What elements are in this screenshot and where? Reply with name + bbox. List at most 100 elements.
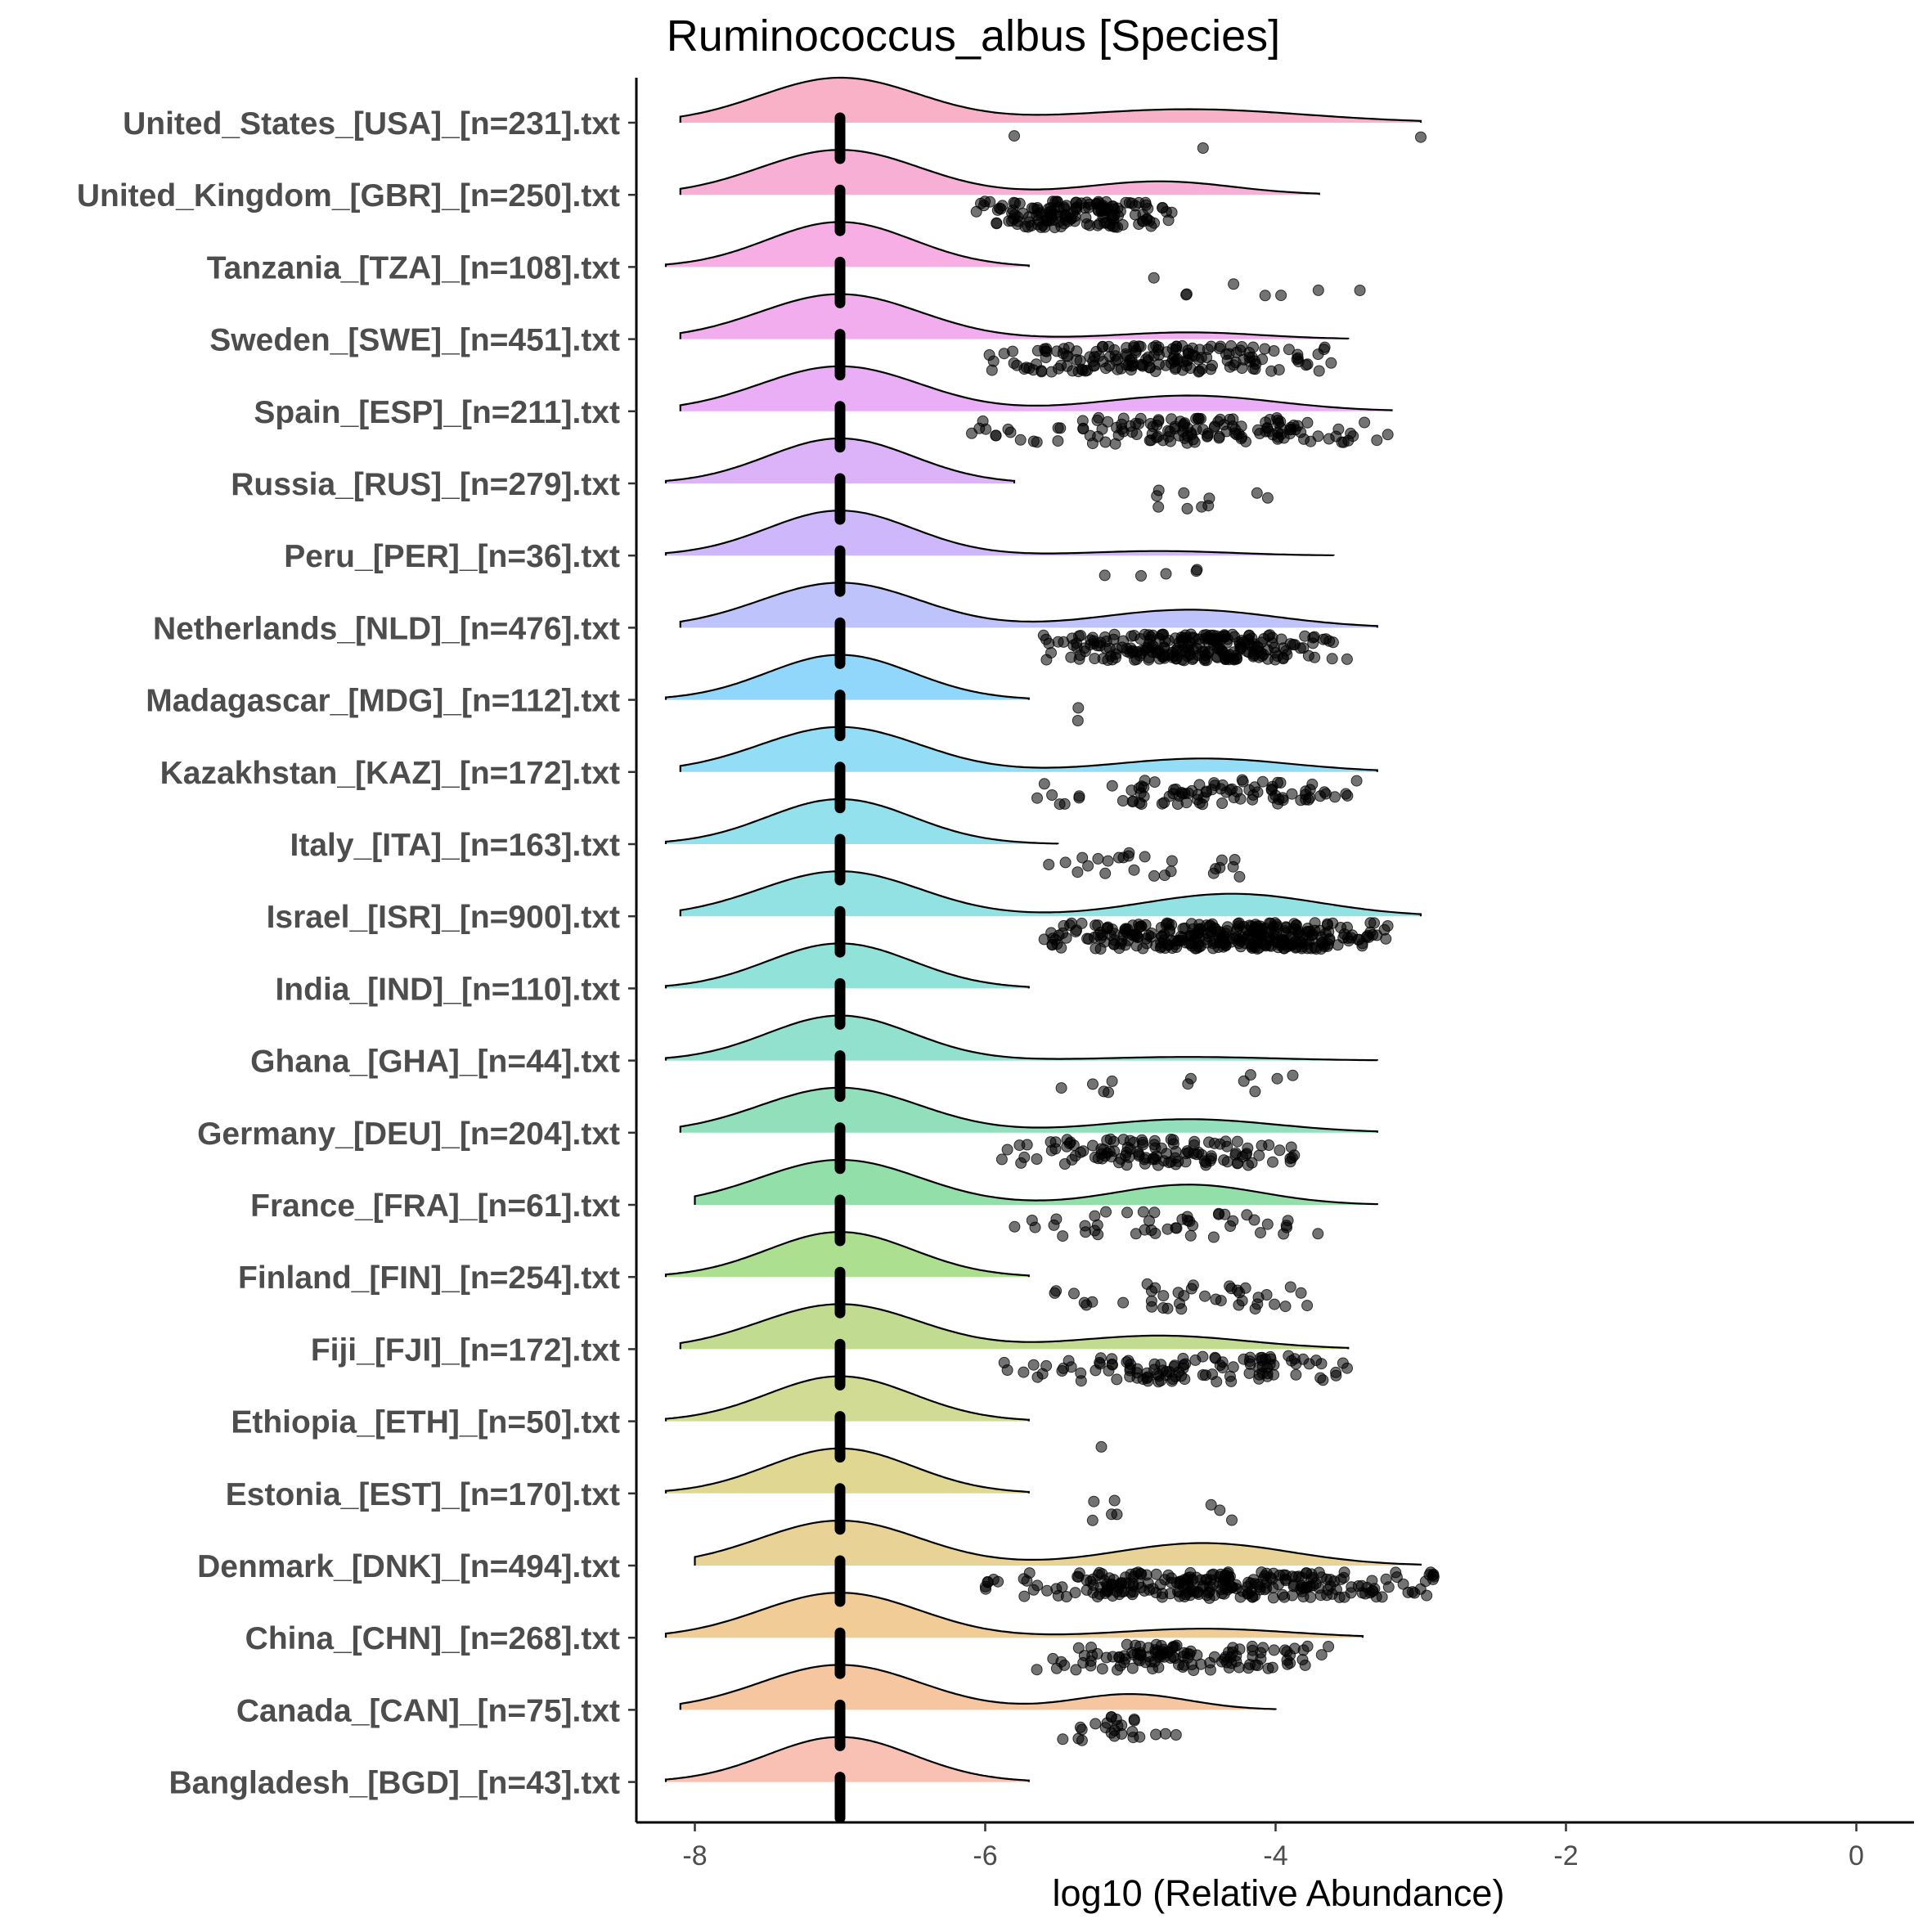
data-point xyxy=(1113,1157,1125,1169)
y-label-madagascar-mdg-n-112-txt: Madagascar_[MDG]_[n=112].txt xyxy=(146,684,620,719)
density-fill-france-fra-n-61-txt xyxy=(694,1160,1377,1205)
data-point xyxy=(1037,629,1049,641)
data-point xyxy=(1018,1151,1031,1163)
data-point xyxy=(1127,1732,1139,1744)
data-point xyxy=(1207,629,1220,641)
data-point xyxy=(1313,1566,1325,1579)
data-point xyxy=(1253,1362,1265,1373)
data-point xyxy=(1031,1579,1044,1592)
data-point xyxy=(1173,1586,1185,1598)
data-point xyxy=(1382,1581,1395,1593)
y-label-germany-deu-n-204-txt: Germany_[DEU]_[n=204].txt xyxy=(197,1117,620,1152)
data-point xyxy=(1088,635,1100,647)
data-point xyxy=(1145,434,1157,447)
data-point xyxy=(1100,636,1112,647)
data-point xyxy=(1057,1230,1069,1242)
data-point xyxy=(1135,647,1148,659)
data-point xyxy=(1192,1586,1204,1598)
data-point xyxy=(1312,1228,1324,1240)
data-point xyxy=(1052,435,1064,447)
data-point xyxy=(1152,484,1165,496)
data-point xyxy=(1131,1367,1143,1379)
density-outline-netherlands-nld-n-476-txt xyxy=(679,582,1378,628)
data-point xyxy=(1326,653,1338,665)
data-point xyxy=(1256,1139,1268,1152)
data-point xyxy=(1246,1591,1258,1603)
data-point xyxy=(1090,942,1102,955)
y-label-fiji-fji-n-172-txt: Fiji_[FJI]_[n=172].txt xyxy=(311,1332,620,1368)
data-point xyxy=(1048,208,1060,220)
y-label-china-chn-n-268-txt: China_[CHN]_[n=268].txt xyxy=(245,1621,620,1656)
data-point xyxy=(1181,1211,1193,1223)
data-point xyxy=(1315,943,1328,955)
data-point xyxy=(1168,1360,1180,1373)
data-point xyxy=(1089,1210,1101,1222)
density-fill-netherlands-nld-n-476-txt xyxy=(680,582,1377,628)
data-point xyxy=(1160,359,1172,371)
data-point xyxy=(1021,1139,1033,1151)
density-outline-bangladesh-bgd-n-43-txt xyxy=(664,1736,1030,1782)
data-point xyxy=(1111,421,1123,434)
data-point xyxy=(1058,919,1070,932)
data-point xyxy=(1350,775,1363,787)
y-label-israel-isr-n-900-txt: Israel_[ISR]_[n=900].txt xyxy=(267,900,620,935)
data-point xyxy=(1415,131,1427,143)
x-axis-ticks: -8 -6 -4 -2 0 xyxy=(682,1822,1864,1871)
data-point xyxy=(1105,650,1117,663)
y-label-finland-fin-n-254-txt: Finland_[FIN]_[n=254].txt xyxy=(238,1260,620,1296)
data-point xyxy=(1280,1575,1292,1587)
data-point xyxy=(1079,1220,1091,1232)
data-point xyxy=(1253,1149,1265,1161)
data-point xyxy=(1170,1222,1182,1234)
data-point xyxy=(1073,653,1085,665)
data-point xyxy=(1117,412,1130,425)
y-label-spain-esp-n-211-txt: Spain_[ESP]_[n=211].txt xyxy=(254,395,620,430)
data-point xyxy=(1051,195,1063,208)
data-point xyxy=(1247,793,1259,806)
data-point xyxy=(1148,776,1161,789)
data-point xyxy=(1304,792,1316,804)
data-point xyxy=(1124,1134,1136,1147)
density-fill-finland-fin-n-254-txt xyxy=(666,1232,1029,1278)
data-point xyxy=(1123,847,1135,859)
y-axis-labels: Bangladesh_[BGD]_[n=43].txt Canada_[CAN]_… xyxy=(77,106,620,1801)
data-point xyxy=(1271,412,1283,424)
data-point xyxy=(1262,1662,1274,1674)
data-point xyxy=(1081,218,1093,230)
data-point xyxy=(1187,923,1199,935)
density-fill-ethiopia-eth-n-50-txt xyxy=(666,1376,1029,1422)
data-point xyxy=(1031,358,1042,371)
data-point xyxy=(1204,1656,1216,1669)
data-point xyxy=(975,197,986,209)
y-label-russia-rus-n-279-txt: Russia_[RUS]_[n=279].txt xyxy=(231,467,620,502)
data-point xyxy=(1197,792,1210,804)
data-point xyxy=(1177,1661,1189,1673)
data-point xyxy=(1292,356,1305,368)
data-point xyxy=(1182,1078,1194,1090)
data-point xyxy=(1040,345,1053,357)
density-outline-germany-deu-n-204-txt xyxy=(679,1086,1378,1133)
data-point xyxy=(1312,284,1324,296)
data-point xyxy=(1305,435,1317,447)
data-point xyxy=(966,427,977,439)
data-point xyxy=(1094,1358,1106,1370)
data-point xyxy=(1084,429,1096,442)
data-point xyxy=(980,423,992,435)
data-point xyxy=(1157,1290,1170,1302)
data-point xyxy=(1097,340,1109,353)
data-point xyxy=(1278,1228,1290,1240)
density-fill-fiji-fji-n-172-txt xyxy=(680,1304,1349,1350)
data-point xyxy=(1143,654,1155,666)
data-point xyxy=(1314,1372,1327,1384)
data-point xyxy=(1063,1355,1075,1367)
data-point xyxy=(1359,416,1371,429)
data-point xyxy=(1076,917,1088,929)
data-point xyxy=(1008,357,1020,369)
data-point xyxy=(1224,1280,1236,1292)
data-point xyxy=(1192,412,1204,425)
data-point xyxy=(1178,1359,1190,1371)
data-point xyxy=(1164,925,1175,937)
x-tick-label: -8 xyxy=(682,1840,707,1871)
data-point xyxy=(1051,345,1063,357)
y-label-estonia-est-n-170-txt: Estonia_[EST]_[n=170].txt xyxy=(226,1477,620,1512)
